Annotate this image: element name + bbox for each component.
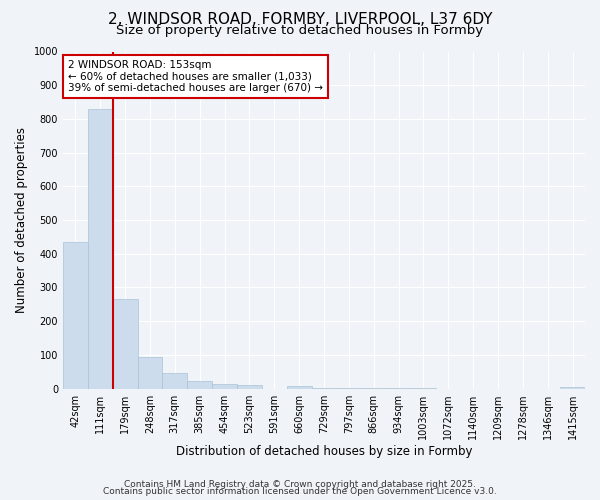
Bar [63, 242, 88, 388]
Text: 2, WINDSOR ROAD, FORMBY, LIVERPOOL, L37 6DY: 2, WINDSOR ROAD, FORMBY, LIVERPOOL, L37 … [108, 12, 492, 28]
Bar [287, 386, 311, 388]
Bar [113, 300, 137, 388]
Bar [187, 381, 212, 388]
Bar [88, 109, 113, 388]
Y-axis label: Number of detached properties: Number of detached properties [15, 127, 28, 313]
Bar [560, 387, 585, 388]
Bar [237, 385, 262, 388]
Bar [163, 374, 187, 388]
Text: Contains HM Land Registry data © Crown copyright and database right 2025.: Contains HM Land Registry data © Crown c… [124, 480, 476, 489]
Bar [212, 384, 237, 388]
Text: 2 WINDSOR ROAD: 153sqm
← 60% of detached houses are smaller (1,033)
39% of semi-: 2 WINDSOR ROAD: 153sqm ← 60% of detached… [68, 60, 323, 93]
Bar [137, 356, 163, 388]
Text: Size of property relative to detached houses in Formby: Size of property relative to detached ho… [116, 24, 484, 37]
X-axis label: Distribution of detached houses by size in Formby: Distribution of detached houses by size … [176, 444, 472, 458]
Text: Contains public sector information licensed under the Open Government Licence v3: Contains public sector information licen… [103, 487, 497, 496]
